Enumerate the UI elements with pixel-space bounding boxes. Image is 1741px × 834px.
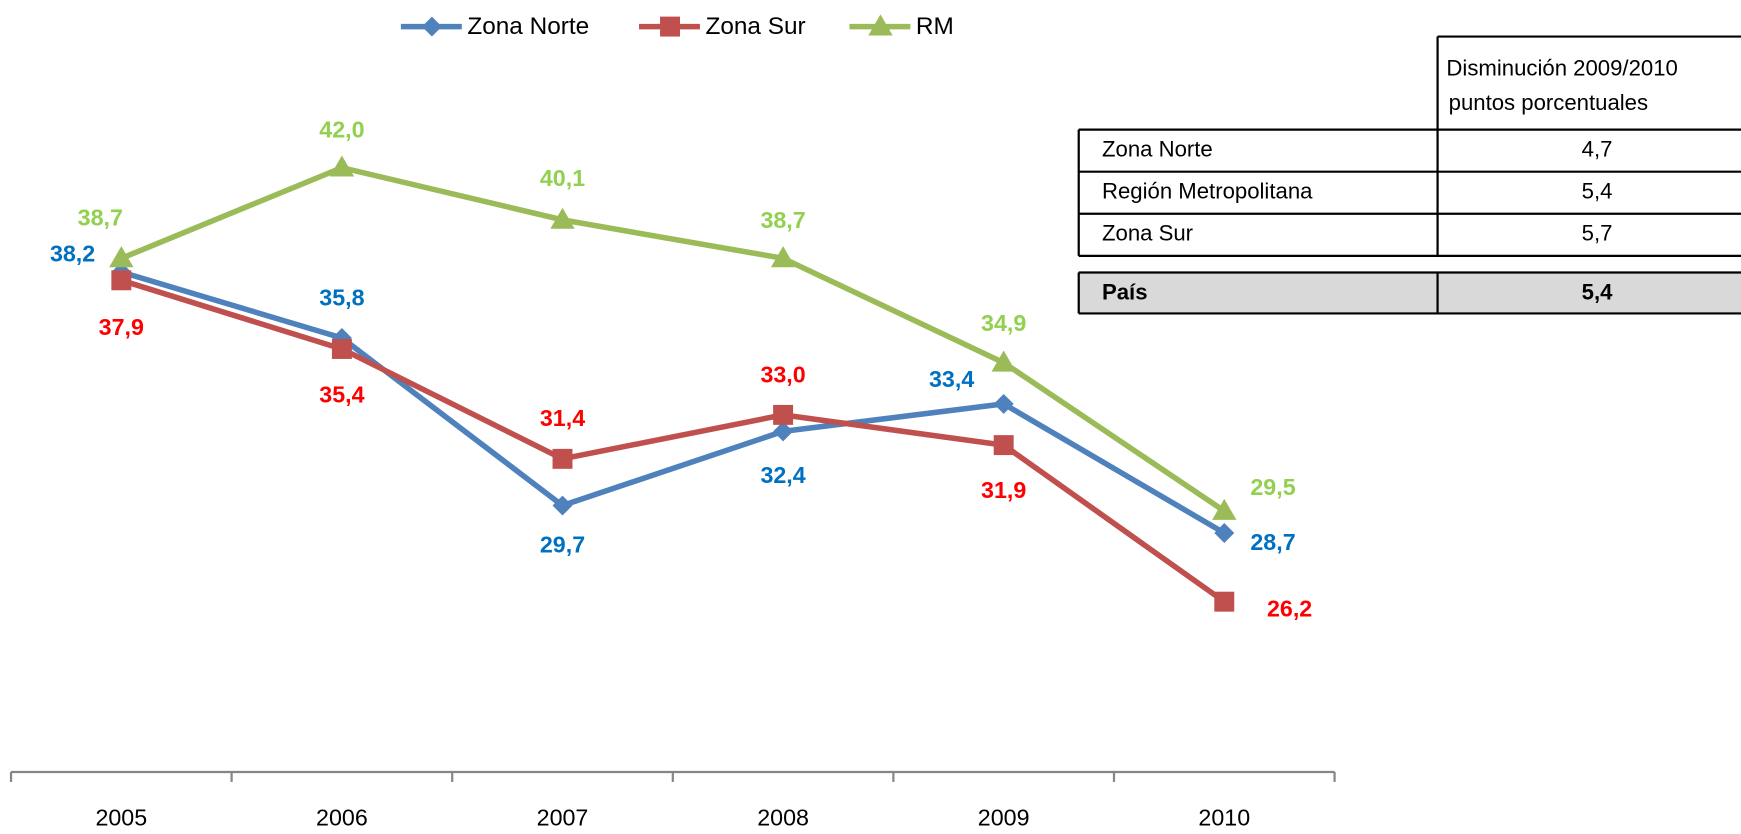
- marker: [331, 339, 352, 359]
- total-label: País: [1102, 279, 1148, 304]
- legend-label: Zona Sur: [705, 13, 805, 40]
- row-value: 5,7: [1582, 221, 1613, 246]
- marker: [550, 207, 575, 229]
- row-label: Zona Sur: [1102, 221, 1193, 246]
- marker: [1214, 523, 1235, 543]
- data-label: 38,7: [760, 207, 805, 233]
- data-label: 29,7: [540, 532, 585, 558]
- marker: [773, 421, 794, 442]
- data-label: 26,2: [1267, 596, 1312, 622]
- legend-marker: [660, 16, 680, 37]
- data-label: 33,4: [929, 366, 974, 392]
- row-label: Región Metropolitana: [1102, 179, 1313, 204]
- marker: [991, 350, 1016, 372]
- table-header: puntos porcentuales: [1449, 90, 1648, 115]
- data-label: 29,5: [1250, 474, 1295, 500]
- total-row-bg: [1078, 272, 1741, 314]
- table: Disminución 2009/2010 puntos porcentuales…: [1077, 35, 1741, 315]
- data-label: 35,8: [319, 284, 364, 310]
- row-label: Zona Norte: [1102, 136, 1213, 161]
- x-tick-label: 2005: [95, 805, 147, 831]
- x-tick-label: 2008: [757, 805, 809, 831]
- data-label: 40,1: [540, 165, 585, 191]
- series-line: [120, 269, 1226, 536]
- data-label: 32,4: [760, 462, 805, 488]
- legend-label: Zona Norte: [467, 13, 589, 40]
- marker: [1212, 498, 1237, 520]
- legend-label: RM: [916, 13, 954, 40]
- marker: [993, 435, 1014, 456]
- marker: [111, 270, 132, 291]
- marker: [109, 246, 134, 268]
- x-tick-label: 2007: [537, 805, 589, 831]
- legend-marker: [868, 14, 893, 36]
- x-tick-label: 2010: [1198, 805, 1250, 831]
- data-label: 31,9: [981, 477, 1026, 503]
- marker: [329, 155, 355, 177]
- data-label: 35,4: [319, 382, 364, 408]
- marker: [552, 448, 573, 469]
- series-line: [120, 277, 1226, 604]
- data-label: 31,4: [540, 405, 585, 431]
- data-label: 37,9: [99, 314, 144, 340]
- data-label: 28,7: [1250, 529, 1295, 555]
- data-label: 38,7: [78, 205, 123, 231]
- table-borders: [1077, 35, 1741, 315]
- x-tick-label: 2006: [316, 805, 368, 831]
- data-label: 33,0: [760, 361, 805, 387]
- row-value: 4,7: [1582, 136, 1613, 161]
- row-value: 5,4: [1582, 179, 1613, 204]
- data-label: 42,0: [319, 116, 364, 142]
- marker: [773, 404, 794, 425]
- marker: [1214, 591, 1235, 612]
- marker: [770, 246, 796, 268]
- series-line: [120, 164, 1226, 514]
- legend-marker: [421, 16, 442, 37]
- data-label: 38,2: [50, 241, 95, 267]
- total-value: 5,4: [1582, 279, 1613, 304]
- marker: [993, 393, 1014, 414]
- x-tick-label: 2009: [978, 805, 1030, 831]
- data-label: 34,9: [981, 310, 1026, 336]
- table-header: Disminución 2009/2010: [1446, 56, 1677, 81]
